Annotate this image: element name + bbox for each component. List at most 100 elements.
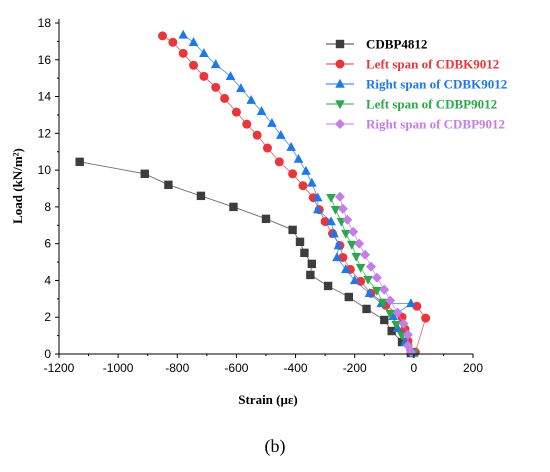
- data-point: [307, 259, 317, 269]
- data-point: [256, 106, 267, 115]
- data-point: [329, 228, 339, 238]
- data-point: [344, 292, 353, 302]
- data-point: [355, 263, 366, 273]
- legend-marker: [335, 78, 345, 88]
- data-point: [188, 37, 199, 47]
- x-tick-label: 0: [411, 361, 418, 375]
- y-tick-label: 4: [44, 273, 51, 287]
- data-point: [354, 238, 365, 249]
- data-point: [387, 326, 396, 336]
- legend-item-1: Left span of CDBK9012: [326, 57, 499, 72]
- data-point: [380, 315, 389, 325]
- data-point: [307, 177, 317, 187]
- data-point: [262, 143, 272, 153]
- data-point: [412, 301, 422, 311]
- data-point: [385, 295, 396, 306]
- data-point: [242, 119, 252, 129]
- data-point: [196, 191, 206, 201]
- data-point: [362, 304, 371, 314]
- data-point: [300, 248, 309, 258]
- x-tick-label: 200: [463, 361, 483, 375]
- data-point: [363, 275, 373, 285]
- x-tick-label: -600: [224, 361, 248, 375]
- data-point: [398, 318, 409, 329]
- data-point: [231, 107, 241, 117]
- data-point: [293, 153, 304, 163]
- data-point: [323, 281, 333, 291]
- y-tick-label: 10: [38, 163, 52, 177]
- legend-label: Left span of CDBP9012: [366, 97, 497, 112]
- data-point: [312, 192, 323, 202]
- x-tick-label: -1200: [44, 361, 75, 375]
- y-tick-label: 8: [44, 200, 51, 214]
- figure-caption: (b): [264, 436, 286, 456]
- data-point: [246, 95, 257, 104]
- data-point: [312, 204, 323, 214]
- data-point: [178, 29, 188, 39]
- data-point: [364, 288, 375, 298]
- data-point: [406, 298, 416, 308]
- data-point: [391, 320, 401, 330]
- data-point: [371, 272, 382, 283]
- data-point: [229, 202, 238, 212]
- data-point: [397, 337, 407, 347]
- legend-marker: [335, 59, 345, 69]
- legend: CDBP4812 Left span of CDBK9012 Right span …: [326, 37, 507, 132]
- data-point: [164, 180, 173, 190]
- legend-label: Left span of CDBK9012: [366, 57, 499, 72]
- legend-marker: [335, 39, 345, 49]
- data-point: [333, 240, 344, 250]
- data-point: [360, 249, 371, 260]
- data-point: [332, 252, 342, 262]
- data-point: [252, 130, 262, 140]
- series-0: [75, 157, 416, 358]
- data-point: [267, 118, 277, 127]
- y-tick-label: 6: [44, 237, 51, 251]
- data-point: [334, 191, 345, 202]
- data-point: [168, 37, 178, 47]
- data-point: [295, 237, 305, 247]
- y-tick-label: 0: [44, 347, 51, 361]
- y-tick-label: 14: [38, 90, 52, 104]
- legend-item-0: CDBP4812: [326, 37, 427, 52]
- data-point: [349, 275, 360, 285]
- legend-marker: [335, 119, 345, 129]
- data-point: [348, 226, 359, 237]
- data-point: [326, 216, 336, 226]
- data-point: [388, 311, 398, 321]
- y-axis-title: Load (kN/m²): [10, 148, 25, 224]
- legend-item-2: Right span of CDBK9012: [326, 77, 507, 92]
- data-point: [199, 48, 209, 58]
- data-point: [211, 82, 221, 92]
- data-point: [351, 252, 361, 262]
- legend-label: CDBP4812: [366, 37, 427, 52]
- data-point: [342, 214, 353, 225]
- data-point: [346, 240, 357, 250]
- x-axis-title: Strain (με): [238, 392, 298, 407]
- data-point: [392, 307, 403, 318]
- data-point: [301, 165, 311, 175]
- data-point: [402, 329, 413, 340]
- data-point: [220, 93, 230, 103]
- legend-label: Right span of CDBK9012: [366, 77, 507, 92]
- data-point: [326, 193, 336, 203]
- legend-marker: [335, 100, 345, 110]
- data-point: [379, 284, 390, 295]
- data-point: [261, 214, 271, 224]
- data-point: [178, 48, 188, 58]
- y-tick-label: 18: [38, 16, 52, 30]
- x-tick-label: -1000: [103, 361, 134, 375]
- data-point: [275, 129, 286, 139]
- data-point: [330, 205, 341, 215]
- x-tick-label: -200: [343, 361, 367, 375]
- y-tick-label: 16: [38, 53, 52, 67]
- axes: -1200 -1000 -800 -600 -400 -200 0 200 0 2 4 6 8 10 12 1…: [38, 16, 484, 375]
- data-point: [286, 141, 296, 151]
- data-point: [274, 157, 284, 167]
- data-point: [158, 31, 167, 41]
- y-tick-label: 2: [44, 310, 51, 324]
- data-point: [236, 83, 246, 92]
- data-point: [378, 298, 388, 308]
- data-point: [75, 157, 84, 167]
